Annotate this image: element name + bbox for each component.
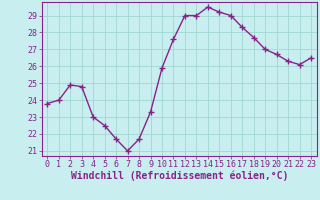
X-axis label: Windchill (Refroidissement éolien,°C): Windchill (Refroidissement éolien,°C) bbox=[70, 171, 288, 181]
